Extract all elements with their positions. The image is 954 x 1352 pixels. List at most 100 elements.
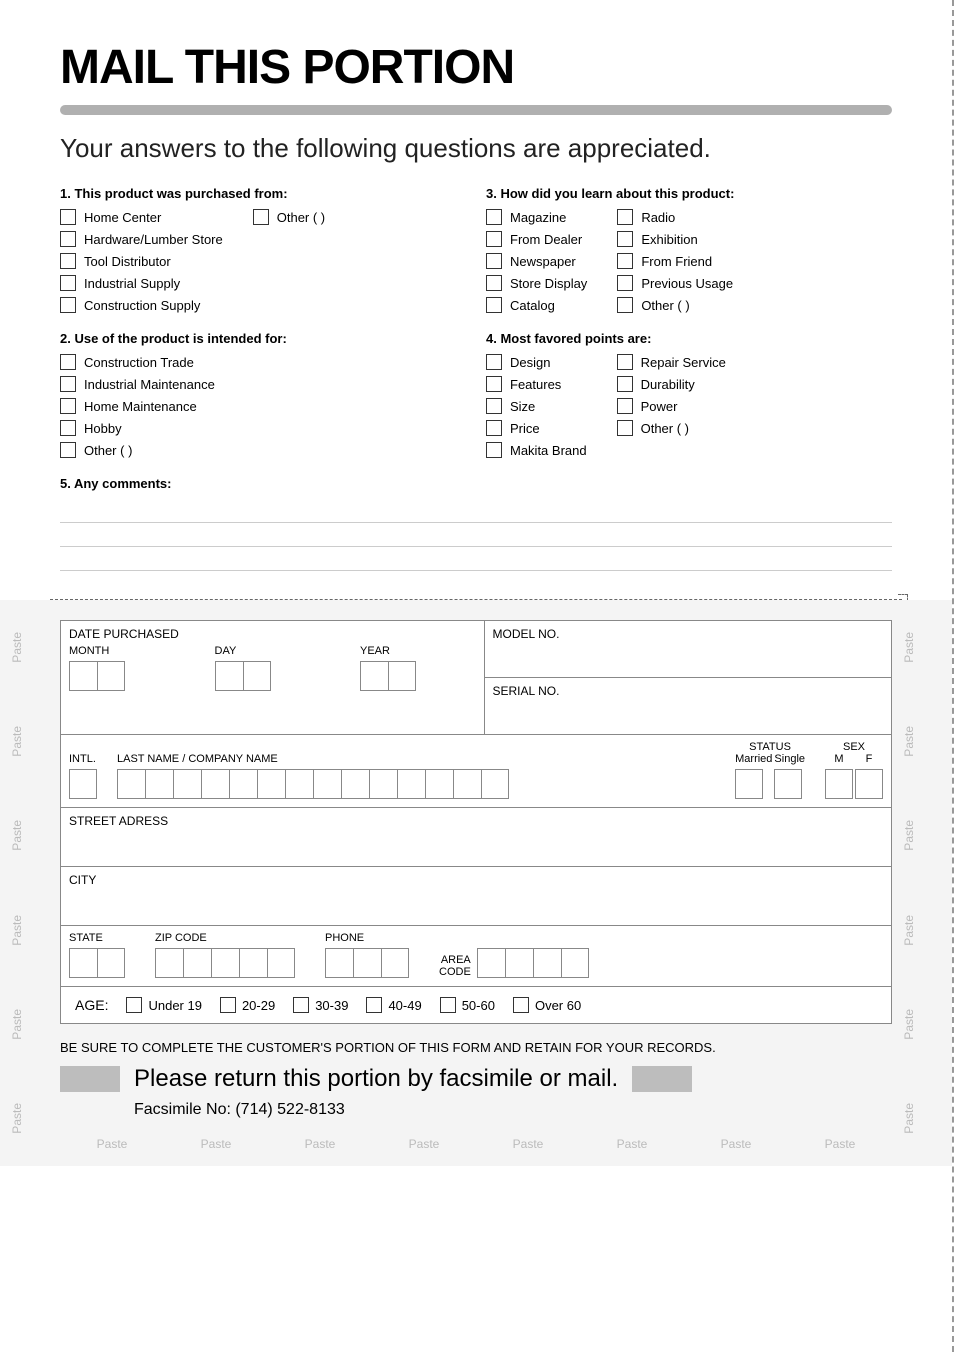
checkbox[interactable]	[60, 297, 76, 313]
street-input[interactable]	[69, 828, 883, 858]
q4-opt: Repair Service	[617, 354, 726, 370]
q4-columns: Design Features Size Price Makita Brand …	[486, 354, 892, 458]
checkbox[interactable]	[366, 997, 382, 1013]
checkbox[interactable]	[486, 354, 502, 370]
q3-opt: Exhibition	[617, 231, 733, 247]
checkbox[interactable]	[617, 231, 633, 247]
checkbox[interactable]	[60, 442, 76, 458]
checkbox[interactable]	[486, 376, 502, 392]
checkbox[interactable]	[617, 275, 633, 291]
sex-f-input[interactable]	[855, 769, 883, 799]
checkbox[interactable]	[60, 253, 76, 269]
checkbox[interactable]	[253, 209, 269, 225]
lastname-label: LAST NAME / COMPANY NAME	[117, 753, 715, 765]
serial-no-input[interactable]	[493, 698, 884, 728]
checkbox[interactable]	[126, 997, 142, 1013]
paste-label: Paste	[10, 1103, 50, 1134]
intl-input[interactable]	[69, 769, 97, 799]
q1-opt: Home Center	[60, 209, 223, 225]
q1-col1: Home Center Hardware/Lumber Store Tool D…	[60, 209, 223, 313]
q1-opt: Hardware/Lumber Store	[60, 231, 223, 247]
paste-label: Paste	[902, 820, 942, 851]
checkbox[interactable]	[486, 442, 502, 458]
sex-m-input[interactable]	[825, 769, 853, 799]
checkbox-label: Other ( )	[641, 298, 689, 313]
zip-input[interactable]	[155, 948, 295, 978]
state-input[interactable]	[69, 948, 125, 978]
intl-label: INTL.	[69, 753, 97, 765]
paste-label: Paste	[305, 1137, 336, 1151]
checkbox[interactable]	[617, 209, 633, 225]
checkbox[interactable]	[60, 209, 76, 225]
model-no-input[interactable]	[493, 641, 884, 671]
checkbox[interactable]	[486, 398, 502, 414]
checkbox[interactable]	[293, 997, 309, 1013]
paste-label: Paste	[617, 1137, 648, 1151]
survey-grid: 1. This product was purchased from: Home…	[60, 182, 892, 571]
checkbox[interactable]	[617, 297, 633, 313]
q4-opt: Size	[486, 398, 587, 414]
checkbox-label: Magazine	[510, 210, 566, 225]
checkbox[interactable]	[60, 398, 76, 414]
checkbox[interactable]	[60, 231, 76, 247]
q3-opt: Store Display	[486, 275, 587, 291]
sex-label: SEX	[825, 741, 883, 753]
checkbox-label: Industrial Maintenance	[84, 377, 215, 392]
month-input[interactable]	[69, 661, 185, 691]
checkbox-label: Hardware/Lumber Store	[84, 232, 223, 247]
q3-col1: Magazine From Dealer Newspaper Store Dis…	[486, 209, 587, 313]
checkbox[interactable]	[486, 275, 502, 291]
year-input[interactable]	[360, 661, 476, 691]
checkbox-label: Features	[510, 377, 561, 392]
checkbox[interactable]	[60, 376, 76, 392]
checkbox-label: Design	[510, 355, 550, 370]
checkbox[interactable]	[617, 376, 633, 392]
checkbox[interactable]	[440, 997, 456, 1013]
day-input[interactable]	[215, 661, 331, 691]
area-code-input[interactable]	[477, 948, 589, 978]
q1-opt: Construction Supply	[60, 297, 223, 313]
phone-label: PHONE	[325, 932, 409, 944]
age-opt: 40-49	[366, 997, 421, 1013]
q1-opt: Other ( )	[253, 209, 325, 225]
comments-lines[interactable]	[60, 499, 892, 571]
checkbox[interactable]	[617, 398, 633, 414]
city-input[interactable]	[69, 887, 883, 917]
single-input[interactable]	[774, 769, 805, 799]
checkbox-label: Durability	[641, 377, 695, 392]
checkbox[interactable]	[486, 209, 502, 225]
checkbox[interactable]	[220, 997, 236, 1013]
checkbox[interactable]	[617, 253, 633, 269]
checkbox-label: From Dealer	[510, 232, 582, 247]
paste-label: Paste	[902, 915, 942, 946]
paste-label: Paste	[902, 1103, 942, 1134]
q4-opt: Design	[486, 354, 587, 370]
checkbox[interactable]	[486, 420, 502, 436]
checkbox[interactable]	[486, 231, 502, 247]
main-title: MAIL THIS PORTION	[60, 40, 892, 95]
married-input[interactable]	[735, 769, 772, 799]
checkbox[interactable]	[617, 420, 633, 436]
checkbox[interactable]	[60, 354, 76, 370]
q4-opt: Power	[617, 398, 726, 414]
paste-label: Paste	[902, 726, 942, 757]
month-label: MONTH	[69, 645, 185, 657]
q3-opt: Magazine	[486, 209, 587, 225]
street-label: STREET ADRESS	[69, 814, 883, 828]
checkbox[interactable]	[60, 420, 76, 436]
lastname-input[interactable]	[117, 769, 715, 799]
checkbox[interactable]	[486, 297, 502, 313]
checkbox-label: Home Maintenance	[84, 399, 197, 414]
paste-label: Paste	[10, 1009, 50, 1040]
phone-input[interactable]	[325, 948, 409, 978]
q4-opt: Durability	[617, 376, 726, 392]
paste-label: Paste	[513, 1137, 544, 1151]
checkbox-label: Catalog	[510, 298, 555, 313]
checkbox[interactable]	[617, 354, 633, 370]
year-label: YEAR	[360, 645, 476, 657]
checkbox-label: Other ( )	[277, 210, 325, 225]
checkbox[interactable]	[60, 275, 76, 291]
checkbox[interactable]	[486, 253, 502, 269]
checkbox-label: Radio	[641, 210, 675, 225]
checkbox[interactable]	[513, 997, 529, 1013]
